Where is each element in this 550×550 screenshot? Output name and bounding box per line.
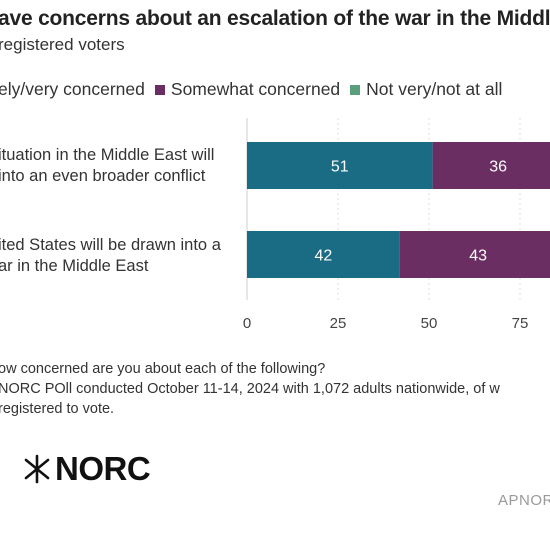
category-label-broader-conflict: ituation in the Middle East will into an… [0,145,238,187]
data-label: 36 [489,159,507,176]
norc-logo: NORC [22,450,151,488]
legend-item-very-concerned: ely/very concerned [0,79,145,100]
x-tick-label: 0 [243,315,251,332]
note-line: NORC POll conducted October 11-14, 2024 … [0,381,500,397]
legend: ely/very concerned Somewhat concerned No… [0,79,512,100]
bar-segment [399,231,550,278]
legend-label-not-concerned: Not very/not at all [366,79,503,99]
legend-item-not-concerned: Not very/not at all [350,79,502,100]
x-tick-label: 75 [512,315,529,332]
logo-text: NORC [55,450,151,487]
legend-label-somewhat-concerned: Somewhat concerned [170,79,341,99]
chart-title: ave concerns about an escalation of the … [0,7,550,30]
note-line: ow concerned are you about each of the f… [0,361,326,377]
bar-segment [247,142,433,189]
legend-item-somewhat-concerned: Somewhat concerned [154,79,341,100]
x-tick-label: 25 [330,315,347,332]
norc-star-icon [24,454,50,484]
legend-swatch-not [350,84,361,95]
category-label-line: ituation in the Middle East will [0,146,215,164]
chart-subtitle: registered voters [0,35,125,54]
data-label: 43 [469,248,487,265]
bar-segment [247,231,400,278]
note-line: registered to vote. [0,401,115,417]
data-label: 42 [315,248,333,265]
legend-label-very-concerned: ely/very concerned [0,79,145,99]
category-label-line: ited States will be drawn into a [0,236,221,254]
source-note: ow concerned are you about each of the f… [0,359,500,419]
data-label: 51 [331,159,349,176]
legend-swatch-somewhat [154,84,165,95]
category-label-line: ar in the Middle East [0,257,149,275]
category-label-us-drawn-in: ited States will be drawn into a ar in t… [0,235,238,277]
bar-segment [432,142,550,189]
x-tick-label: 50 [421,315,438,332]
category-label-line: into an even broader conflict [0,167,206,185]
brand-watermark: APNOR [498,492,550,509]
